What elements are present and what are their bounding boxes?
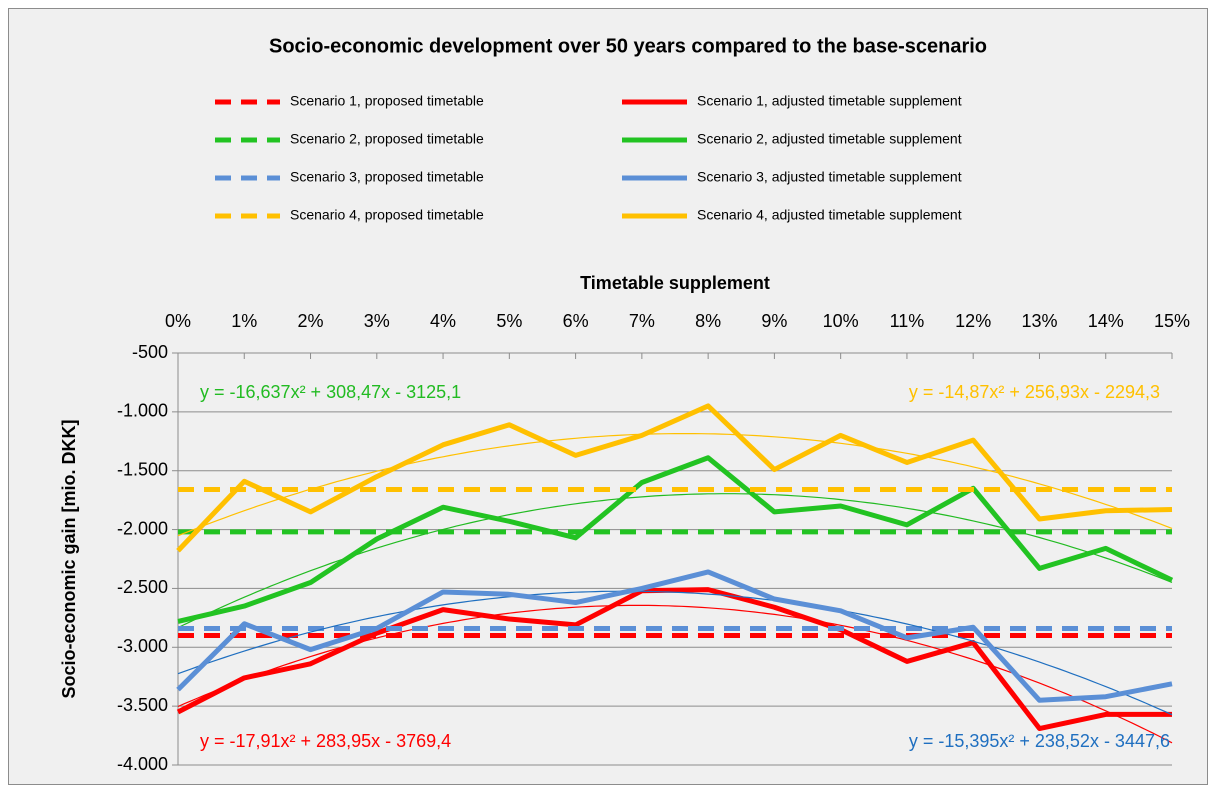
series-line — [176, 587, 1172, 732]
x-axis-title: Timetable supplement — [580, 273, 770, 293]
legend-label: Scenario 3, adjusted timetable supplemen… — [697, 169, 962, 185]
x-tick-label: 2% — [298, 311, 324, 331]
x-tick-label: 8% — [695, 311, 721, 331]
chart-title: Socio-economic development over 50 years… — [269, 35, 987, 57]
x-tick-label: 13% — [1021, 311, 1057, 331]
x-tick-label: 14% — [1088, 311, 1124, 331]
legend-label: Scenario 3, proposed timetable — [290, 169, 484, 185]
x-tick-label: 11% — [890, 311, 925, 331]
y-tick-label: -3.000 — [117, 636, 168, 656]
legend-label: Scenario 1, adjusted timetable supplemen… — [697, 93, 962, 109]
trend-equation: y = -16,637x² + 308,47x - 3125,1 — [200, 382, 461, 402]
y-tick-label: -500 — [132, 342, 168, 362]
x-tick-label: 10% — [823, 311, 859, 331]
x-tick-label: 7% — [629, 311, 655, 331]
trend-equation: y = -17,91x² + 283,95x - 3769,4 — [200, 731, 451, 751]
y-axis-title: Socio-economic gain [mio. DKK] — [59, 419, 79, 698]
trend-equation: y = -15,395x² + 238,52x - 3447,6 — [909, 731, 1170, 751]
series-line — [176, 569, 1173, 703]
y-tick-label: -2.000 — [117, 518, 168, 538]
legend-label: Scenario 4, proposed timetable — [290, 207, 484, 223]
y-tick-label: -1.000 — [117, 401, 168, 421]
y-tick-label: -3.500 — [117, 695, 168, 715]
series-line — [177, 455, 1174, 624]
x-tick-label: 6% — [563, 311, 589, 331]
x-tick-label: 3% — [364, 311, 390, 331]
legend-label: Scenario 2, adjusted timetable supplemen… — [697, 131, 962, 147]
x-tick-label: 0% — [165, 311, 191, 331]
legend-label: Scenario 4, adjusted timetable supplemen… — [697, 207, 962, 223]
trend-equation: y = -14,87x² + 256,93x - 2294,3 — [909, 382, 1160, 402]
x-tick-label: 4% — [430, 311, 456, 331]
trendline — [177, 433, 1173, 537]
legend-label: Scenario 1, proposed timetable — [290, 93, 484, 109]
x-tick-label: 9% — [761, 311, 787, 331]
series-line — [176, 403, 1173, 553]
x-tick-label: 1% — [231, 311, 257, 331]
y-tick-label: -4.000 — [117, 754, 168, 774]
legend-label: Scenario 2, proposed timetable — [290, 131, 484, 147]
trendline — [177, 590, 1173, 716]
x-tick-label: 12% — [955, 311, 991, 331]
y-tick-label: -1.500 — [117, 459, 168, 479]
x-tick-label: 5% — [496, 311, 522, 331]
y-tick-label: -2.500 — [117, 577, 168, 597]
x-tick-label: 15% — [1154, 311, 1190, 331]
